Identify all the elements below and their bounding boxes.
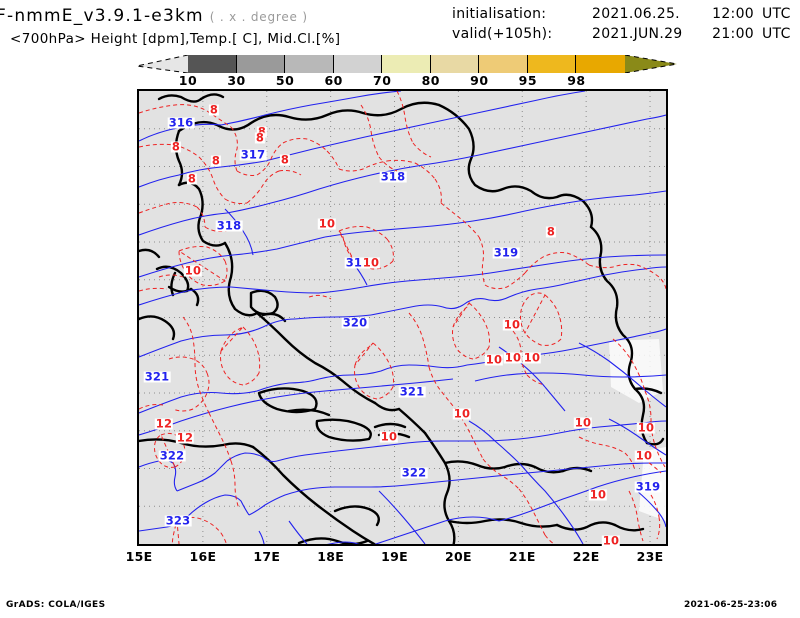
valid-time: 21:00 (712, 26, 754, 42)
contour-label: 8 (279, 152, 291, 167)
header-left-block: F-nmmE_v3.9.1-e3km ( . x . degree ) <700h… (0, 6, 436, 47)
valid-label: valid(+105h): (452, 26, 553, 42)
colorbar-tick-label: 90 (470, 73, 489, 88)
colorbar-low-tail-icon (137, 55, 188, 73)
map-plot-area[interactable]: 316 317 318 318 319 319 320 321 321 322 322 323 319 8… (137, 89, 668, 548)
contour-label: 8 (170, 139, 182, 154)
contour-label: 322 (400, 465, 428, 480)
header-right-block: initialisation: 2021.06.25. 12:00 UTC va… (452, 6, 800, 46)
contour-label: 319 (492, 245, 520, 260)
colorbar-segment (382, 55, 431, 73)
contour-label: 323 (164, 513, 192, 528)
colorbar-segment (430, 55, 480, 73)
x-axis-tick-label: 20E (444, 549, 472, 564)
x-axis-tick-label: 18E (317, 549, 345, 564)
contour-label: 319 (344, 255, 372, 270)
colorbar-tick-labels: 10 30 50 60 70 80 90 95 98 (137, 73, 677, 88)
colorbar-tick-label: 95 (518, 73, 538, 88)
contour-label: 10 (484, 352, 504, 367)
colorbar-tick-label: 60 (324, 73, 343, 88)
country-borders (139, 93, 665, 544)
model-line: F-nmmE_v3.9.1-e3km ( . x . degree ) (0, 6, 436, 26)
contour-label: 321 (143, 369, 171, 384)
x-axis-tick-label: 23E (636, 549, 664, 564)
initialisation-time: 12:00 (712, 6, 754, 22)
x-axis-tick-label: 16E (189, 549, 217, 564)
contour-label: 8 (256, 124, 268, 139)
colorbar-tick-label: 70 (373, 73, 392, 88)
contour-label: 8 (186, 171, 198, 186)
initialisation-date: 2021.06.25. (592, 6, 680, 22)
contour-label: 8 (210, 153, 222, 168)
contour-label: 322 (158, 448, 186, 463)
footer-timestamp: 2021-06-25-23:06 (684, 600, 778, 610)
colorbar-segment (479, 55, 528, 73)
colorbar-segments (188, 55, 625, 73)
contour-label: 12 (154, 416, 174, 431)
grid-lines (139, 91, 666, 544)
contour-label: 8 (545, 224, 557, 239)
contour-label: 317 (239, 147, 267, 162)
contour-label: 10 (588, 487, 608, 502)
contour-label: 10 (379, 429, 399, 444)
footer-credit: GrADS: COLA/IGES (6, 600, 106, 610)
x-axis-tick-label: 15E (125, 549, 153, 564)
colorbar-tick-label: 80 (421, 73, 440, 88)
contour-label: 10 (317, 216, 337, 231)
colorbar-tick-label: 10 (178, 73, 198, 88)
valid-date: 2021.JUN.29 (592, 26, 683, 42)
colorbar-segment (285, 55, 334, 73)
contour-label: 316 (167, 115, 195, 130)
colorbar-segment (527, 55, 577, 73)
contour-label: 10 (452, 406, 472, 421)
colorbar-tick-label: 98 (567, 73, 586, 88)
contour-label: 10 (503, 350, 523, 365)
contour-label: 8 (208, 102, 220, 117)
valid-row: valid(+105h): 2021.JUN.29 21:00 UTC (452, 26, 800, 42)
x-axis-labels: 15E 16E 17E 18E 19E 20E 21E 22E 23E (0, 549, 800, 569)
field-description: <700hPa> Height [dpm],Temp.[ C], Mid.Cl.… (10, 31, 341, 47)
initialisation-label: initialisation: (452, 6, 547, 22)
valid-unit: UTC (762, 26, 791, 42)
colorbar-tick-label: 30 (227, 73, 246, 88)
contour-label: 319 (634, 479, 662, 494)
contour-label: 321 (398, 384, 426, 399)
colorbar: 10 30 50 60 70 80 90 95 98 (137, 55, 677, 88)
model-resolution-note: ( . x . degree ) (209, 10, 308, 24)
y-axis-labels: 45.5N45N44.5N44N43.5N43N42.5N42N41.5N41N… (0, 0, 137, 618)
x-axis-tick-label: 21E (508, 549, 536, 564)
colorbar-high-tail-icon (625, 55, 677, 73)
contour-label: 318 (379, 169, 407, 184)
initialisation-row: initialisation: 2021.06.25. 12:00 UTC (452, 6, 800, 22)
model-title: F-nmmE_v3.9.1-e3km (0, 6, 204, 26)
contour-label: 8 (254, 130, 266, 145)
initialisation-unit: UTC (762, 6, 791, 22)
colorbar-segment (188, 55, 237, 73)
colorbar-segment (236, 55, 286, 73)
colorbar-segment (576, 55, 625, 73)
contour-label: 10 (573, 415, 593, 430)
contour-label: 318 (215, 218, 243, 233)
contour-label: 10 (522, 350, 542, 365)
x-axis-tick-label: 17E (253, 549, 281, 564)
contour-label: 10 (361, 255, 381, 270)
contour-label: 320 (341, 315, 369, 330)
x-axis-tick-label: 22E (572, 549, 600, 564)
contour-label: 10 (634, 448, 654, 463)
contour-label: 10 (636, 420, 656, 435)
contour-label: 10 (601, 533, 621, 548)
colorbar-tick-label: 50 (275, 73, 295, 88)
contour-label: 10 (502, 317, 522, 332)
contour-label: 10 (183, 263, 203, 278)
temperature-contour-lines (139, 91, 666, 544)
contour-label: 12 (175, 430, 195, 445)
colorbar-segment (333, 55, 383, 73)
map-canvas (139, 91, 666, 544)
x-axis-tick-label: 19E (381, 549, 408, 564)
